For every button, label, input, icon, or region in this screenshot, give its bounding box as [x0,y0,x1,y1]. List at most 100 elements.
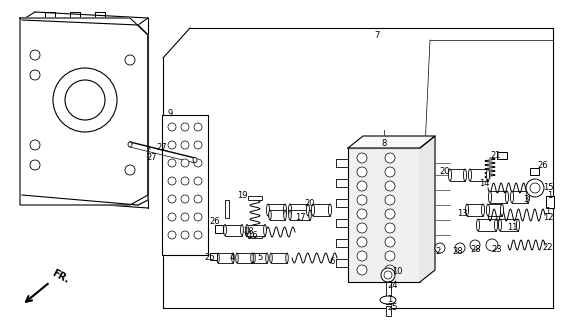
Bar [218,253,233,263]
Circle shape [181,141,189,149]
Ellipse shape [486,169,489,181]
Text: 19: 19 [237,190,247,199]
Bar [478,219,496,231]
Circle shape [385,195,395,205]
Text: 20: 20 [440,167,450,177]
Circle shape [168,123,176,131]
Text: 25: 25 [388,303,398,313]
Ellipse shape [526,191,529,203]
Text: 10: 10 [392,268,402,276]
Circle shape [168,195,176,203]
Ellipse shape [463,169,467,181]
Polygon shape [22,20,148,205]
Ellipse shape [486,204,489,216]
Circle shape [357,167,367,177]
Circle shape [357,251,367,261]
Text: 26: 26 [538,161,548,170]
Ellipse shape [245,225,248,236]
Bar [490,191,507,203]
Bar [237,253,254,263]
Bar [271,253,287,263]
Polygon shape [162,115,208,255]
Circle shape [470,240,480,250]
Circle shape [181,231,189,239]
Text: 21: 21 [491,150,501,159]
Circle shape [385,237,395,247]
Bar [530,168,539,175]
Bar [313,204,330,216]
Ellipse shape [224,225,226,236]
Text: 27: 27 [157,143,167,153]
Ellipse shape [253,253,255,263]
Bar [348,148,420,282]
Text: 24: 24 [388,281,398,290]
Circle shape [181,195,189,203]
Circle shape [385,209,395,219]
Circle shape [530,183,540,193]
Bar [470,169,488,181]
Circle shape [357,153,367,163]
Bar [270,210,285,220]
Ellipse shape [476,219,480,231]
Bar [225,225,242,236]
Circle shape [30,160,40,170]
Text: 12: 12 [543,213,553,222]
Circle shape [181,213,189,221]
Bar [225,200,229,218]
Text: 15: 15 [543,183,553,193]
Circle shape [53,68,117,132]
Text: 27: 27 [147,154,157,163]
Ellipse shape [516,219,520,231]
Ellipse shape [511,191,513,203]
Ellipse shape [232,253,234,263]
Ellipse shape [311,204,315,216]
Text: 14: 14 [479,179,489,188]
Circle shape [385,265,395,275]
Text: 17: 17 [294,213,305,222]
Bar [248,196,262,200]
Bar [512,191,528,203]
Text: 26: 26 [205,253,215,262]
Circle shape [384,271,392,279]
Ellipse shape [284,210,286,220]
Circle shape [181,159,189,167]
Bar [248,234,262,238]
Ellipse shape [270,253,272,263]
Bar [386,282,391,304]
Bar [215,225,223,233]
Text: 1: 1 [387,295,392,305]
Bar [290,210,310,220]
Bar [252,253,267,263]
Circle shape [181,177,189,185]
Circle shape [385,223,395,233]
Ellipse shape [217,253,219,263]
Circle shape [194,141,202,149]
Circle shape [357,209,367,219]
Text: 11: 11 [507,223,517,233]
Circle shape [357,265,367,275]
Circle shape [357,237,367,247]
Circle shape [385,251,395,261]
Bar [290,204,308,216]
Circle shape [357,195,367,205]
Bar [210,253,217,260]
Bar [450,169,465,181]
Circle shape [385,153,395,163]
Circle shape [168,141,176,149]
Ellipse shape [489,191,491,203]
Circle shape [168,231,176,239]
Circle shape [125,165,135,175]
Ellipse shape [269,210,271,220]
Bar [247,225,265,236]
Circle shape [194,231,202,239]
Text: 26: 26 [209,218,220,227]
Ellipse shape [251,253,253,263]
Circle shape [455,243,465,253]
Ellipse shape [193,157,197,163]
Text: 16: 16 [247,231,257,241]
Text: 1: 1 [547,190,553,199]
Ellipse shape [266,253,268,263]
Text: 23: 23 [491,245,502,254]
Circle shape [181,123,189,131]
Circle shape [30,50,40,60]
